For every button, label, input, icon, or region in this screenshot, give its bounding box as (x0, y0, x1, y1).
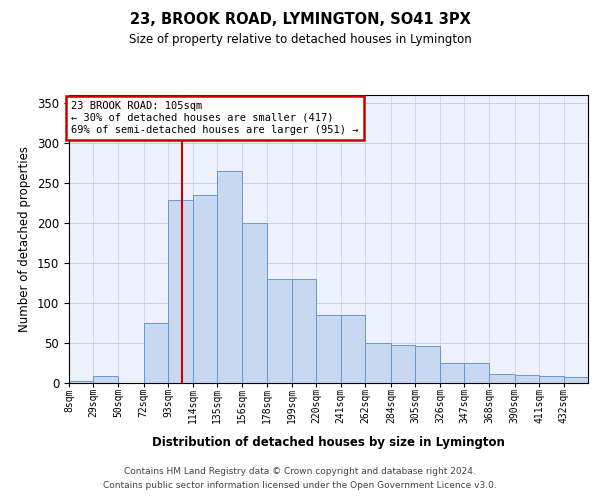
Bar (415, 346, 440, 383)
Bar (489, 374, 515, 382)
Y-axis label: Number of detached properties: Number of detached properties (19, 146, 31, 332)
Bar (563, 377, 588, 382)
Bar (515, 376, 539, 382)
Bar (69, 381, 94, 382)
Bar (440, 364, 464, 382)
Bar (292, 278, 316, 382)
Bar (143, 322, 168, 382)
Text: Size of property relative to detached houses in Lymington: Size of property relative to detached ho… (128, 32, 472, 46)
Bar (365, 342, 391, 382)
Bar (316, 314, 341, 382)
Bar (464, 364, 489, 382)
Text: 23, BROOK ROAD, LYMINGTON, SO41 3PX: 23, BROOK ROAD, LYMINGTON, SO41 3PX (130, 12, 470, 28)
Bar (391, 345, 415, 383)
Bar (193, 195, 217, 382)
Bar (217, 171, 242, 382)
Bar (539, 376, 563, 382)
Bar (242, 223, 267, 382)
Text: Distribution of detached houses by size in Lymington: Distribution of detached houses by size … (152, 436, 505, 449)
Bar (168, 200, 193, 382)
Bar (267, 278, 292, 382)
Bar (341, 314, 365, 382)
Text: Contains public sector information licensed under the Open Government Licence v3: Contains public sector information licen… (103, 481, 497, 490)
Bar (94, 376, 118, 382)
Text: Contains HM Land Registry data © Crown copyright and database right 2024.: Contains HM Land Registry data © Crown c… (124, 467, 476, 476)
Text: 23 BROOK ROAD: 105sqm
← 30% of detached houses are smaller (417)
69% of semi-det: 23 BROOK ROAD: 105sqm ← 30% of detached … (71, 102, 359, 134)
